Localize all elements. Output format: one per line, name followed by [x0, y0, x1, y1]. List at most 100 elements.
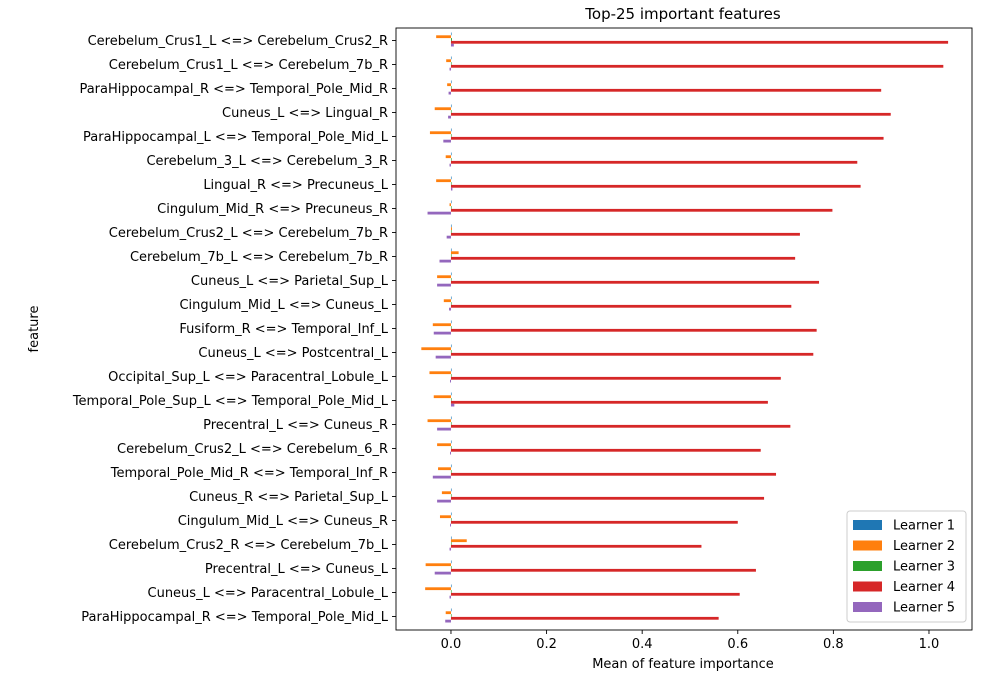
y-tick-label: Temporal_Pole_Mid_R <=> Temporal_Inf_R: [110, 466, 388, 481]
bar-learner-3-14: [450, 374, 452, 377]
bar-learner-3-12: [450, 326, 452, 329]
bar-learner-3-11: [450, 302, 452, 305]
bar-learner-1-13: [450, 344, 452, 348]
bar-learner-5-20: [450, 523, 451, 527]
bar-learner-2-23: [425, 587, 451, 591]
bar-learner-2-22: [425, 563, 451, 567]
bar-learner-2-11: [443, 299, 451, 303]
bar-learner-5-6: [450, 187, 453, 191]
bar-learner-2-1: [446, 59, 451, 63]
bar-learner-3-0: [450, 38, 452, 41]
bar-learner-3-1: [450, 62, 452, 65]
bar-learner-1-15: [450, 392, 452, 396]
bar-learner-2-14: [429, 371, 451, 375]
bar-learner-2-15: [433, 395, 451, 399]
bar-learner-5-19: [437, 499, 451, 503]
bar-learner-4-8: [450, 232, 800, 236]
x-axis-label: Mean of feature importance: [592, 657, 774, 672]
y-axis-ticks: Cerebelum_Crus1_L <=> Cerebelum_Crus2_R C…: [72, 34, 396, 625]
bar-learner-5-10: [437, 283, 451, 287]
bar-learner-1-14: [450, 368, 452, 372]
y-tick-label: Precentral_L <=> Cuneus_L: [205, 562, 389, 577]
y-tick-label: Cerebelum_3_L <=> Cerebelum_3_R: [146, 154, 388, 169]
bar-learner-3-20: [450, 518, 452, 521]
x-tick-label: 0.0: [441, 637, 462, 652]
bar-learner-1-6: [450, 176, 452, 180]
bar-learner-3-17: [450, 446, 452, 449]
bar-learner-3-16: [450, 422, 452, 425]
bar-learner-2-5: [445, 155, 451, 159]
bar-learner-3-22: [450, 566, 452, 569]
legend-label-learner-3: Learner 3: [893, 560, 955, 575]
legend-swatch-learner-4: [853, 581, 882, 592]
bar-learner-2-8: [450, 227, 452, 231]
bar-learner-3-4: [450, 134, 452, 137]
bar-learner-1-12: [450, 320, 452, 324]
bar-learner-3-8: [450, 230, 452, 233]
bar-learner-4-19: [450, 496, 765, 500]
bar-learner-4-17: [450, 448, 761, 452]
bar-learner-3-15: [450, 398, 452, 401]
bar-learner-1-19: [450, 488, 452, 492]
bar-learner-4-3: [450, 112, 891, 116]
bar-learner-1-18: [450, 464, 452, 468]
bar-learner-4-12: [450, 328, 817, 332]
y-tick-label: Cerebelum_7b_L <=> Cerebelum_7b_R: [130, 250, 388, 265]
y-tick-label: Temporal_Pole_Sup_L <=> Temporal_Pole_Mi…: [72, 394, 389, 409]
bar-learner-4-1: [450, 64, 944, 68]
y-tick-label: Cuneus_L <=> Parietal_Sup_L: [191, 274, 389, 289]
bar-learner-1-21: [450, 536, 452, 540]
bar-learner-3-13: [450, 350, 452, 353]
bar-learner-4-6: [450, 184, 861, 188]
x-tick-label: 0.8: [823, 637, 844, 652]
y-tick-label: Cingulum_Mid_L <=> Cuneus_R: [178, 514, 388, 529]
bar-learner-5-15: [450, 403, 455, 407]
bar-learner-3-21: [450, 542, 452, 545]
bar-learner-5-3: [448, 115, 451, 119]
bar-learner-5-2: [448, 91, 451, 95]
bar-learner-5-21: [449, 547, 451, 551]
bar-learner-4-16: [450, 424, 791, 428]
bar-learner-5-4: [443, 139, 451, 143]
y-tick-label: Cuneus_R <=> Parietal_Sup_L: [189, 490, 389, 505]
y-tick-label: ParaHippocampal_L <=> Temporal_Pole_Mid_…: [83, 130, 389, 145]
bar-learner-2-20: [439, 515, 451, 519]
y-tick-label: Cerebelum_Crus1_L <=> Cerebelum_7b_R: [109, 58, 388, 73]
bar-learner-1-11: [450, 296, 452, 300]
bar-learner-4-22: [450, 568, 756, 572]
bar-learner-1-8: [450, 224, 452, 228]
legend-swatch-learner-2: [853, 540, 882, 551]
x-tick-label: 0.6: [727, 637, 748, 652]
bar-learner-1-7: [450, 200, 452, 204]
bar-learner-2-6: [436, 179, 451, 183]
bars-layer: [421, 32, 949, 623]
legend-box: [846, 510, 967, 623]
legend-label-learner-4: Learner 4: [893, 580, 955, 595]
y-tick-label: Cerebelum_Crus2_L <=> Cerebelum_7b_R: [109, 226, 388, 241]
bar-learner-4-11: [450, 304, 792, 308]
bar-learner-3-19: [450, 494, 452, 497]
y-tick-label: Cerebelum_Crus2_L <=> Cerebelum_6_R: [117, 442, 388, 457]
bar-learner-3-3: [450, 110, 452, 113]
bar-learner-5-7: [427, 211, 451, 215]
y-tick-label: Cerebelum_Crus2_R <=> Cerebelum_7b_L: [109, 538, 389, 553]
bar-learner-3-18: [450, 470, 452, 473]
bar-learner-1-22: [450, 560, 452, 564]
bar-learner-1-10: [450, 272, 452, 276]
bar-learner-3-23: [450, 590, 452, 593]
bar-learner-5-9: [439, 259, 451, 263]
legend-label-learner-5: Learner 5: [893, 601, 955, 616]
y-tick-label: Cerebelum_Crus1_L <=> Cerebelum_Crus2_R: [88, 34, 388, 49]
bar-learner-5-12: [433, 331, 451, 335]
legend-items: Learner 1 Learner 2 Learner 3 Learner 4 Lear…: [853, 519, 955, 616]
bar-learner-2-2: [447, 83, 451, 87]
legend-swatch-learner-3: [853, 561, 882, 571]
bar-learner-5-5: [449, 163, 451, 167]
bar-learner-3-6: [450, 182, 452, 185]
bar-learner-4-18: [450, 472, 777, 476]
bar-learner-5-17: [450, 451, 451, 455]
bar-learner-5-11: [449, 307, 451, 311]
bar-learner-5-24: [445, 619, 451, 623]
bar-learner-2-16: [427, 419, 451, 423]
